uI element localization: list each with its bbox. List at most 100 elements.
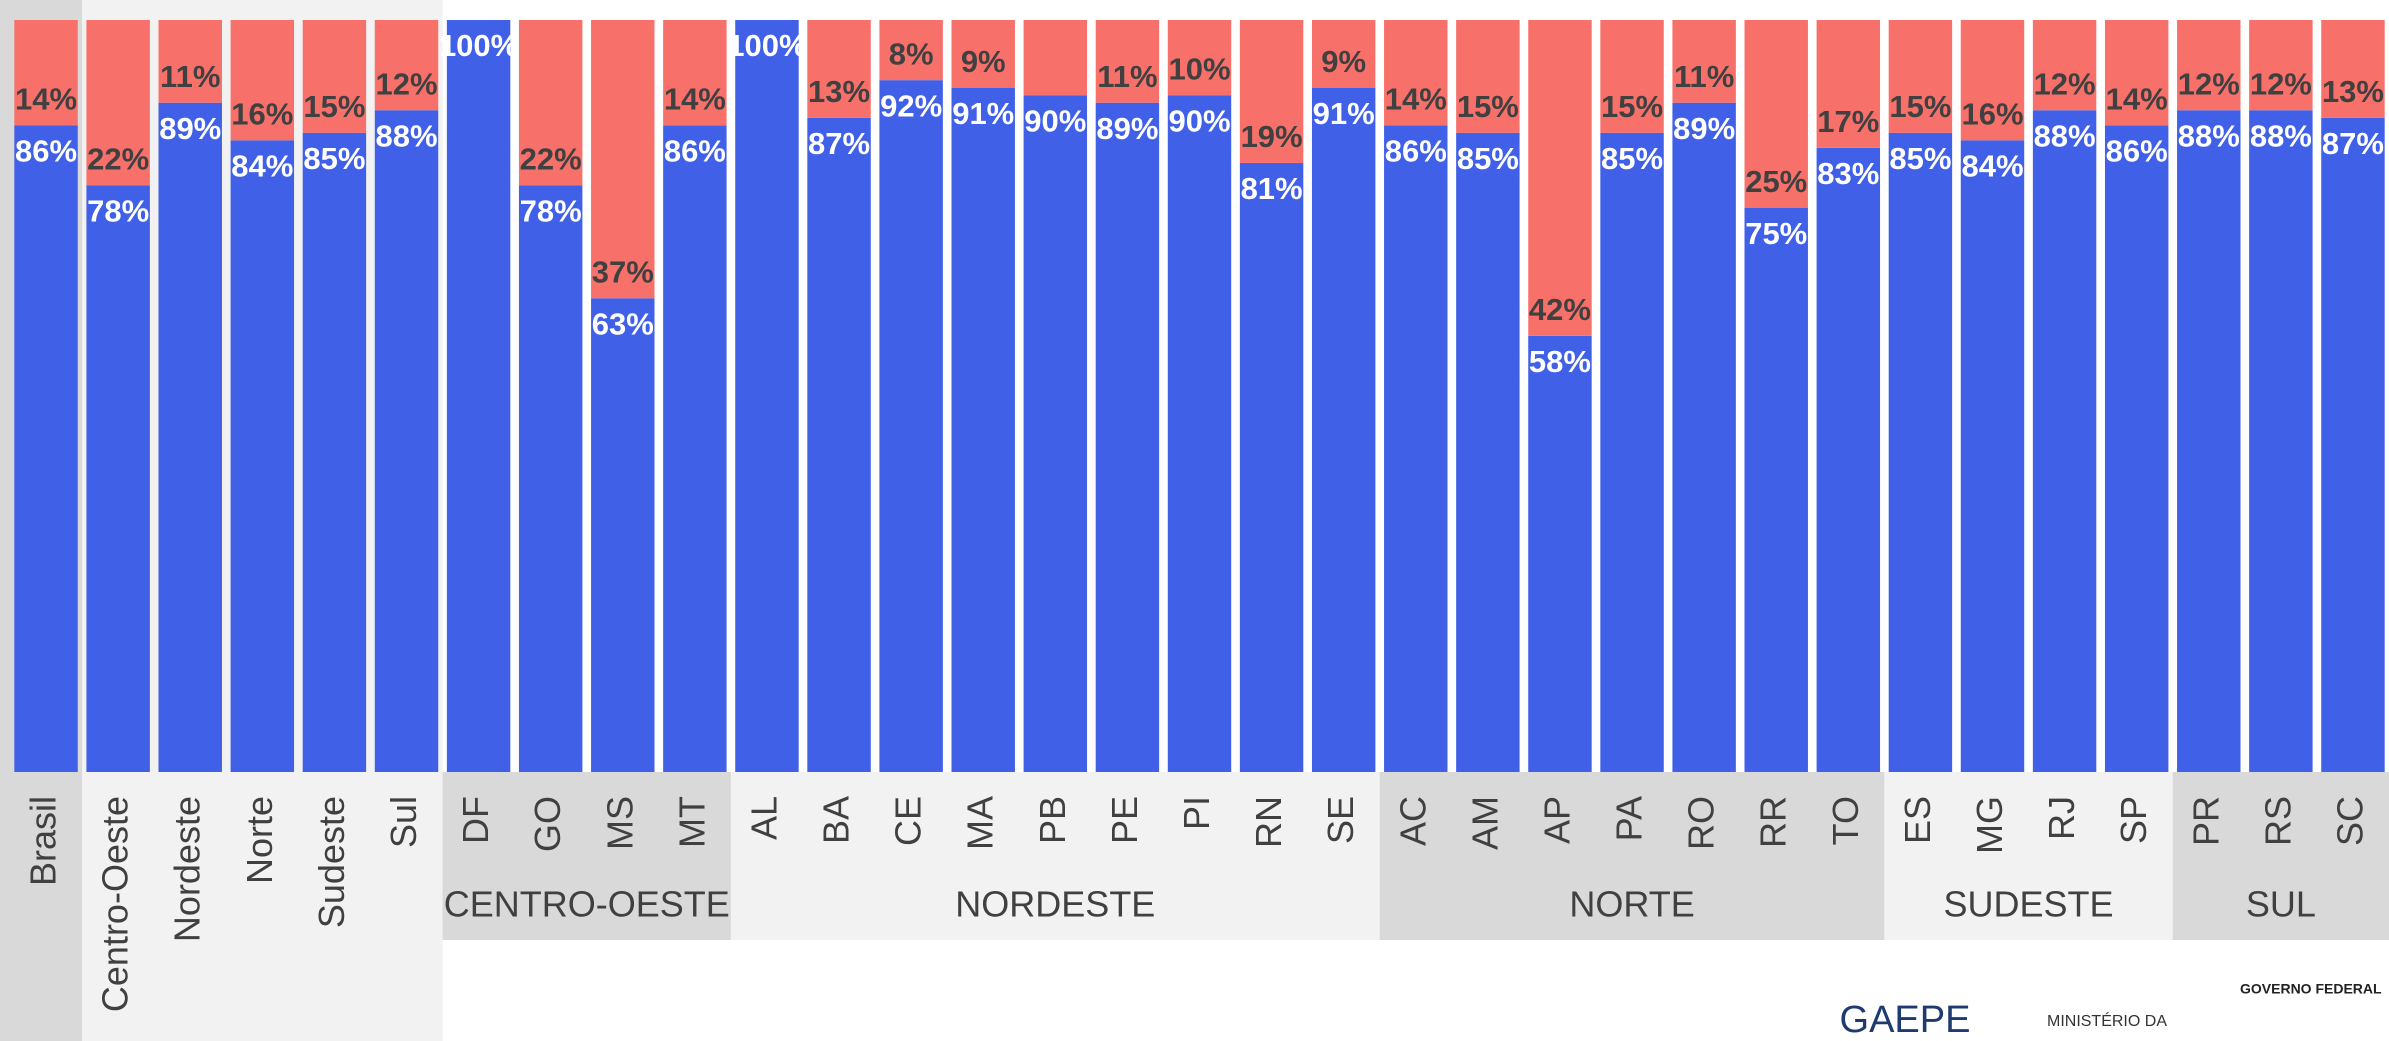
data-label: 78% — [520, 194, 582, 229]
data-label: 85% — [1889, 141, 1951, 176]
bar-segment — [2177, 20, 2241, 111]
bar-segment — [951, 20, 1015, 88]
group-background — [1884, 772, 2173, 940]
data-label: 11% — [160, 59, 220, 94]
data-label: 22% — [520, 142, 582, 177]
data-label: 14% — [1385, 81, 1447, 116]
data-label: 89% — [1096, 111, 1158, 146]
data-label: 12% — [375, 66, 437, 101]
government-logo: GOVERNO FEDERAL — [2240, 981, 2382, 997]
x-tick-label: GO — [527, 796, 568, 852]
data-label: 22% — [87, 142, 149, 177]
data-label: 86% — [664, 133, 726, 168]
data-label: 90% — [1168, 103, 1230, 138]
group-label: SUDESTE — [1944, 884, 2114, 925]
bar-segment — [518, 185, 583, 772]
x-tick-label: SP — [2113, 796, 2154, 844]
data-label: 10% — [1168, 51, 1230, 86]
group-background — [730, 772, 1380, 940]
bar-segment — [1672, 102, 1736, 773]
data-label: 63% — [592, 306, 654, 341]
group-label: CENTRO-OESTE — [444, 884, 730, 925]
x-tick-label: SC — [2329, 796, 2370, 846]
data-label: 15% — [1457, 89, 1519, 124]
bar-segment — [663, 20, 727, 126]
x-tick-label: Norte — [239, 796, 280, 884]
data-label: 12% — [2178, 66, 2240, 101]
x-tick-label: SE — [1320, 796, 1361, 844]
bar-segment — [2032, 110, 2097, 773]
bar-segment — [663, 125, 727, 772]
bar-segment — [1528, 20, 1592, 336]
data-label: 11% — [1674, 59, 1734, 94]
data-label: 90% — [1024, 103, 1086, 138]
bar-segment — [230, 140, 295, 772]
data-label: 8% — [889, 36, 934, 71]
x-tick-label: TO — [1825, 796, 1866, 845]
x-tick-label: RJ — [2041, 796, 2082, 840]
data-label: 75% — [1745, 216, 1807, 251]
bar-segment — [1311, 20, 1376, 88]
x-tick-label: MG — [1969, 796, 2010, 854]
data-label: 88% — [375, 118, 437, 153]
data-label: 12% — [2250, 66, 2312, 101]
x-tick-label: PA — [1609, 796, 1650, 841]
x-tick-label: MT — [671, 796, 712, 848]
x-tick-label: RS — [2257, 796, 2298, 846]
data-label: 13% — [2322, 74, 2384, 109]
group-background — [442, 772, 731, 940]
bar-segment — [1456, 20, 1520, 133]
data-label: 15% — [303, 89, 365, 124]
bar-segment — [1816, 20, 1881, 148]
data-label: 92% — [880, 88, 942, 123]
data-label: 78% — [87, 194, 149, 229]
group-background — [1379, 772, 1885, 940]
x-tick-label: CE — [888, 796, 929, 846]
bar-segment — [518, 20, 583, 186]
bar-segment — [2177, 110, 2241, 773]
x-tick-label: AP — [1536, 796, 1577, 844]
bar-segment — [735, 20, 799, 772]
data-label: 14% — [2106, 81, 2168, 116]
group-label: SUL — [2246, 884, 2316, 925]
x-tick-label: RN — [1248, 796, 1289, 848]
bar-segment — [1239, 20, 1304, 163]
bar-segment — [807, 117, 871, 772]
bar-segment — [951, 87, 1015, 773]
bar-segment — [1888, 132, 1953, 773]
bar-segment — [86, 185, 150, 772]
bar-segment — [1456, 132, 1520, 773]
x-tick-label: RR — [1753, 796, 1794, 848]
x-tick-label: AL — [743, 796, 784, 840]
data-label: 11% — [1097, 59, 1157, 94]
bar-segment — [14, 125, 78, 772]
bar-segment — [1744, 20, 1808, 208]
group-background — [2172, 772, 2389, 940]
data-label: 14% — [664, 81, 726, 116]
data-label: 86% — [1385, 133, 1447, 168]
x-tick-label: PB — [1032, 796, 1073, 844]
bar-segment — [1960, 20, 2025, 141]
data-label: 13% — [808, 74, 870, 109]
bar-segment — [86, 20, 150, 186]
bar-segment — [1600, 132, 1664, 773]
x-tick-label: Brasil — [23, 796, 64, 886]
data-label: 16% — [231, 97, 293, 132]
bar-segment — [2249, 110, 2313, 773]
data-label: 83% — [1817, 156, 1879, 191]
bar-segment — [1384, 20, 1448, 126]
data-label: 89% — [159, 111, 221, 146]
bar-segment — [807, 20, 871, 118]
bar-segment — [1528, 335, 1592, 772]
bar-segment — [446, 20, 511, 772]
data-label: 25% — [1745, 164, 1807, 199]
bar-segment — [879, 20, 943, 81]
bar-segment — [1239, 162, 1304, 772]
ministry-logo: MINISTÉRIO DA — [2047, 1011, 2167, 1030]
bar-segment — [1023, 20, 1088, 96]
data-label: 81% — [1241, 171, 1303, 206]
bar-segment — [374, 20, 439, 111]
data-label: 17% — [1817, 104, 1879, 139]
x-tick-label: AM — [1464, 796, 1505, 850]
